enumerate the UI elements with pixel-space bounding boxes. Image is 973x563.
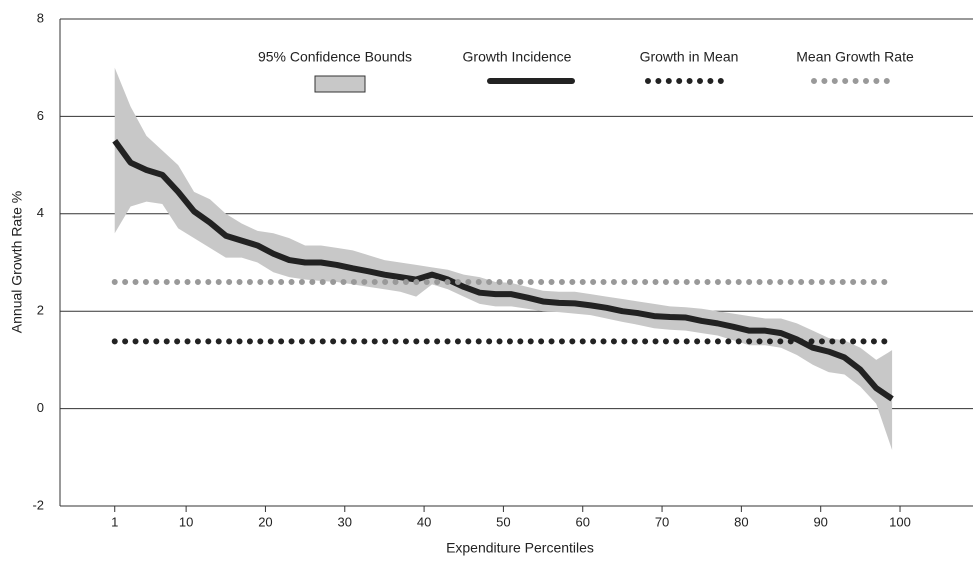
- legend-label: 95% Confidence Bounds: [258, 49, 412, 65]
- y-tick-label: 8: [37, 10, 44, 25]
- x-tick-label: 90: [813, 514, 827, 529]
- x-tick-label: 100: [889, 514, 911, 529]
- x-axis-label: Expenditure Percentiles: [446, 540, 594, 556]
- y-tick-label: 6: [37, 108, 44, 123]
- y-tick-label: -2: [32, 497, 44, 512]
- legend-label: Growth in Mean: [640, 49, 739, 65]
- y-tick-label: 2: [37, 303, 44, 318]
- growth-curve: [112, 138, 894, 402]
- x-tick-label: 40: [417, 514, 431, 529]
- x-tick-label: 20: [258, 514, 272, 529]
- legend-label: Mean Growth Rate: [796, 49, 914, 65]
- x-tick-label: 50: [496, 514, 510, 529]
- x-tick-label: 60: [575, 514, 589, 529]
- y-tick-label: 0: [37, 400, 44, 415]
- legend-label: Growth Incidence: [463, 49, 572, 65]
- y-tick-label: 4: [37, 205, 44, 220]
- x-tick-label: 80: [734, 514, 748, 529]
- x-tick-label: 1: [111, 514, 118, 529]
- confidence-band: [114, 67, 893, 450]
- x-tick-label: 30: [338, 514, 352, 529]
- x-tick-label: 70: [655, 514, 669, 529]
- x-tick-label: 10: [179, 514, 193, 529]
- y-axis-label: Annual Growth Rate %: [9, 191, 25, 333]
- legend-swatch: [314, 75, 366, 93]
